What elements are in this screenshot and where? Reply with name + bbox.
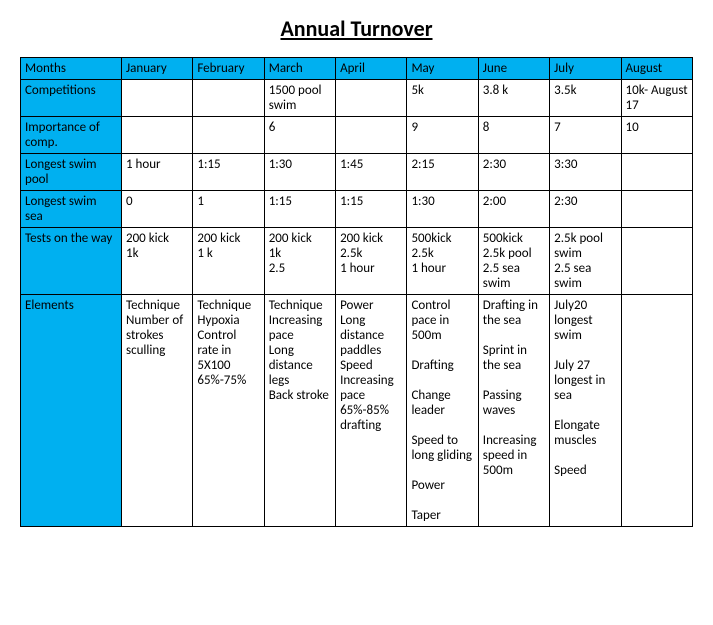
cell: 1:30 — [264, 154, 335, 191]
col-apr: April — [336, 58, 407, 80]
cell: 1:45 — [336, 154, 407, 191]
cell — [621, 154, 692, 191]
cell — [122, 80, 193, 117]
cell: 3:30 — [550, 154, 621, 191]
cell: 1 hour — [122, 154, 193, 191]
row-label: Longest swim pool — [21, 154, 122, 191]
cell: 2:00 — [478, 191, 549, 228]
row-label: Importance of comp. — [21, 117, 122, 154]
cell: 1 — [193, 191, 264, 228]
cell — [336, 80, 407, 117]
header-row: Months January February March April May … — [21, 58, 693, 80]
table-row: ElementsTechniqueNumber of strokes scull… — [21, 295, 693, 527]
col-months: Months — [21, 58, 122, 80]
cell: 200 kick2.5k1 hour — [336, 228, 407, 295]
cell: 500kick2.5k pool2.5 sea swim — [478, 228, 549, 295]
row-label: Tests on the way — [21, 228, 122, 295]
table-row: Importance of comp. 6 98710 — [21, 117, 693, 154]
row-label: Competitions — [21, 80, 122, 117]
cell: Drafting in the seaSprint in the seaPass… — [478, 295, 549, 527]
table-row: Competitions 1500 pool swim 5k3.8 k3.5k10k… — [21, 80, 693, 117]
cell: 200 kick1k — [122, 228, 193, 295]
cell — [621, 191, 692, 228]
cell: 9 — [407, 117, 478, 154]
cell: 1:30 — [407, 191, 478, 228]
col-mar: March — [264, 58, 335, 80]
cell: 2:30 — [478, 154, 549, 191]
cell: TechniqueNumber of strokes sculling — [122, 295, 193, 527]
cell: 2.5k pool swim2.5 sea swim — [550, 228, 621, 295]
table-row: Longest swim pool1 hour1:151:301:452:152… — [21, 154, 693, 191]
cell: 6 — [264, 117, 335, 154]
cell — [621, 228, 692, 295]
col-may: May — [407, 58, 478, 80]
cell: 0 — [122, 191, 193, 228]
page-title: Annual Turnover — [20, 15, 693, 42]
cell: 200 kick1 k — [193, 228, 264, 295]
cell: 500kick2.5k1 hour — [407, 228, 478, 295]
cell: 2:30 — [550, 191, 621, 228]
cell — [122, 117, 193, 154]
turnover-table: Months January February March April May … — [20, 57, 693, 527]
cell: 5k — [407, 80, 478, 117]
cell: 1:15 — [336, 191, 407, 228]
cell: 3.5k — [550, 80, 621, 117]
cell: 8 — [478, 117, 549, 154]
col-jul: July — [550, 58, 621, 80]
row-label: Longest swim sea — [21, 191, 122, 228]
col-feb: February — [193, 58, 264, 80]
cell — [336, 117, 407, 154]
cell — [621, 295, 692, 527]
cell: 200 kick1k2.5 — [264, 228, 335, 295]
cell: 10k- August 17 — [621, 80, 692, 117]
cell: 2:15 — [407, 154, 478, 191]
cell — [193, 117, 264, 154]
col-jun: June — [478, 58, 549, 80]
cell: July20 longest swimJuly 27 longest in se… — [550, 295, 621, 527]
table-row: Tests on the way200 kick1k200 kick1 k200… — [21, 228, 693, 295]
table-row: Longest swim sea011:151:151:302:002:30 — [21, 191, 693, 228]
cell: 3.8 k — [478, 80, 549, 117]
cell: 1:15 — [193, 154, 264, 191]
cell: TechniqueHypoxiaControl rate in 5X100 65… — [193, 295, 264, 527]
cell: 10 — [621, 117, 692, 154]
cell: 1:15 — [264, 191, 335, 228]
col-aug: August — [621, 58, 692, 80]
row-label: Elements — [21, 295, 122, 527]
cell: 7 — [550, 117, 621, 154]
col-jan: January — [122, 58, 193, 80]
cell — [193, 80, 264, 117]
cell: 1500 pool swim — [264, 80, 335, 117]
cell: TechniqueIncreasing paceLong distance le… — [264, 295, 335, 527]
cell: PowerLong distance paddlesSpeedIncreasin… — [336, 295, 407, 527]
cell: Control pace in 500mDraftingChange leade… — [407, 295, 478, 527]
